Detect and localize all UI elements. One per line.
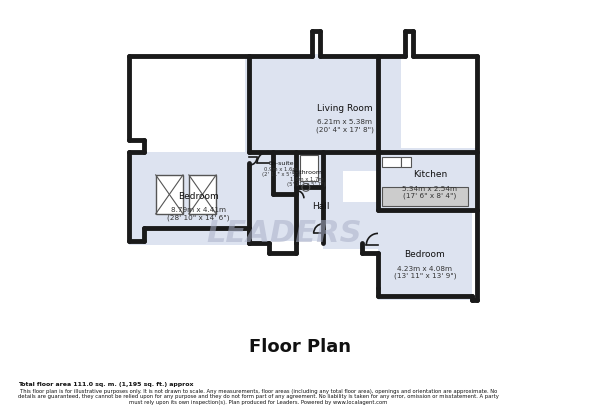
Text: Hall: Hall	[312, 202, 329, 210]
Bar	[382, 186, 468, 206]
Text: Kitchen: Kitchen	[413, 171, 447, 179]
Text: Bedroom: Bedroom	[178, 192, 219, 201]
Bar	[189, 175, 216, 214]
Text: 6.21m x 5.38m
(20' 4" x 17' 8"): 6.21m x 5.38m (20' 4" x 17' 8")	[316, 119, 374, 133]
Text: Living Room: Living Room	[317, 104, 373, 113]
Bar	[401, 158, 411, 167]
Bar	[245, 54, 401, 171]
Text: (5' 11" x 5' 7"): (5' 11" x 5' 7")	[287, 182, 326, 187]
Text: Floor Plan: Floor Plan	[249, 338, 351, 355]
Text: En-suite: En-suite	[269, 161, 294, 166]
Text: 0.9m x 1.6m: 0.9m x 1.6m	[265, 167, 298, 172]
Text: 1.8m x 1.7m: 1.8m x 1.7m	[290, 177, 323, 182]
Text: 4.23m x 4.08m
(13' 11" x 13' 9"): 4.23m x 4.08m (13' 11" x 13' 9")	[394, 266, 456, 279]
Bar	[378, 210, 472, 300]
Bar	[382, 158, 401, 167]
Bar	[129, 152, 269, 245]
Text: Bathroom: Bathroom	[291, 171, 322, 176]
Bar	[300, 155, 317, 181]
Bar	[156, 175, 183, 214]
Bar	[323, 202, 378, 249]
Text: Total floor area 111.0 sq. m. (1,195 sq. ft.) approx: Total floor area 111.0 sq. m. (1,195 sq.…	[18, 382, 193, 387]
Text: Bedroom: Bedroom	[404, 250, 445, 259]
Text: LEADERS: LEADERS	[206, 219, 362, 248]
Bar	[245, 171, 323, 241]
Text: (2' 11" x 5' 3"): (2' 11" x 5' 3")	[262, 172, 301, 177]
Text: This floor plan is for illustrative purposes only. It is not drawn to scale. Any: This floor plan is for illustrative purp…	[18, 388, 499, 405]
Text: 8.79m x 4.41m
(28' 10" x 14' 6"): 8.79m x 4.41m (28' 10" x 14' 6")	[167, 207, 230, 220]
Bar	[378, 147, 476, 210]
Bar	[281, 132, 343, 202]
Text: 5.34m x 2.54m
(17' 6" x 8' 4"): 5.34m x 2.54m (17' 6" x 8' 4")	[403, 186, 457, 199]
